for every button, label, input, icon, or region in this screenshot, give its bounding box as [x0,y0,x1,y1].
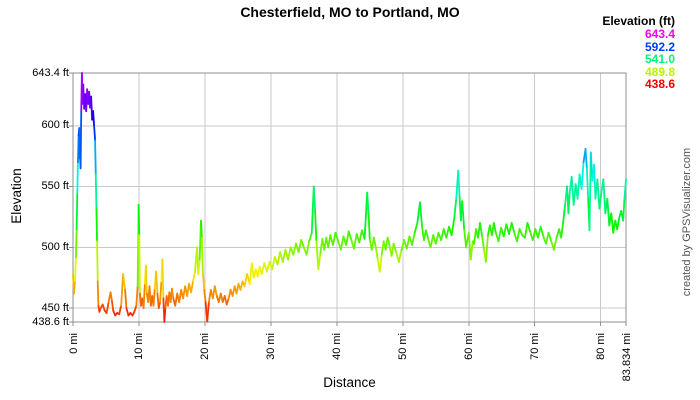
plot-area [69,72,627,326]
watermark: created by GPSVisualizer.com [681,147,693,297]
x-tick-label: 83.834 mi [620,333,633,382]
legend-entry: 438.6 [644,77,675,92]
x-tick-label: 30 mi [265,333,278,360]
x-tick-label: 20 mi [199,333,212,360]
legend-entry: 489.8 [644,64,675,79]
x-tick-label: 10 mi [133,333,146,360]
x-tick-label: 80 mi [595,333,608,360]
x-tick-label: 50 mi [397,333,410,360]
y-tick-label: 450 ft [41,301,69,314]
y-tick-label: 550 ft [41,180,69,193]
x-tick-label: 40 mi [331,333,344,360]
legend-entry: 643.4 [644,27,675,42]
x-axis-title: Distance [323,375,376,390]
x-tick-label: 70 mi [529,333,542,360]
y-axis-title: Elevation [9,168,24,224]
y-tick-label: 438.6 ft [32,315,69,328]
legend-entry: 541.0 [644,52,675,67]
x-tick-label: 60 mi [463,333,476,360]
elevation-plot-svg [69,72,627,326]
legend-title: Elevation (ft) [602,14,675,28]
legend-entries: 643.4 592.2 541.0 489.8 438.6 [602,28,675,90]
chart-title: Chesterfield, MO to Portland, MO [240,4,460,20]
x-tick-label: 0 mi [67,333,80,354]
y-tick-label: 500 ft [41,240,69,253]
y-tick-label: 643.4 ft [32,66,69,79]
legend-entry: 592.2 [644,39,675,54]
legend: Elevation (ft) 643.4 592.2 541.0 489.8 438.6 [602,14,675,91]
y-tick-label: 600 ft [41,119,69,132]
